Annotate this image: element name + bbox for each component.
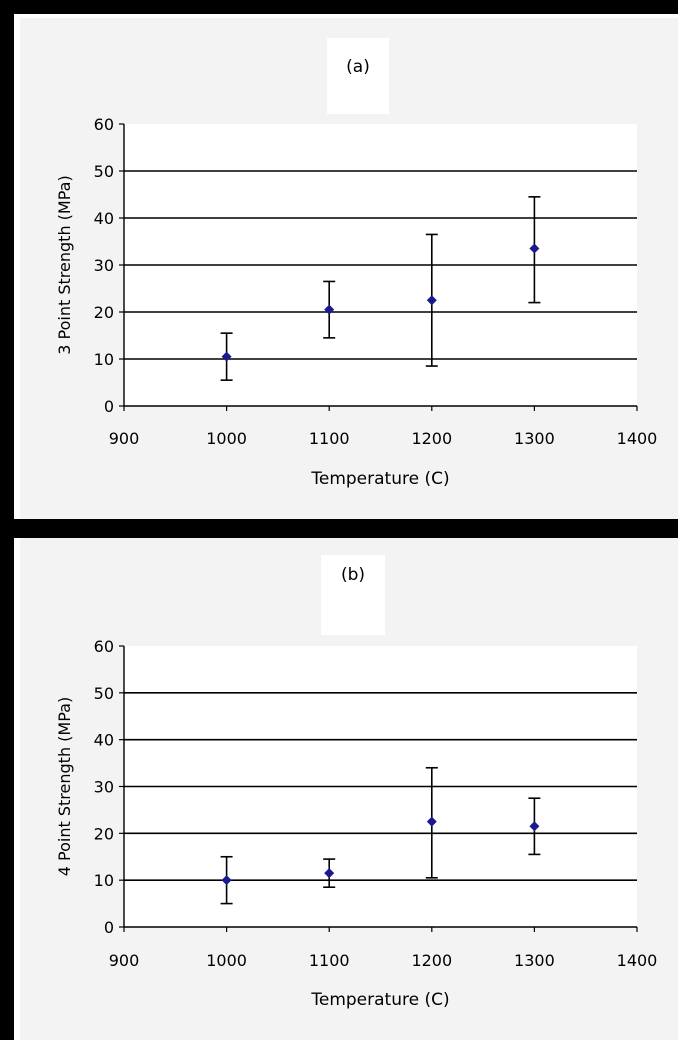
- frame-border-top: [0, 0, 678, 14]
- y-axis-label: 4 Point Strength (MPa): [55, 697, 74, 876]
- data-point: [221, 875, 232, 886]
- x-tick-label: 900: [109, 429, 140, 448]
- x-tick-label: 1400: [617, 429, 658, 448]
- y-tick-label: 30: [94, 256, 114, 275]
- x-tick-label: 900: [109, 951, 140, 970]
- data-point: [529, 821, 540, 832]
- data-point: [324, 868, 335, 879]
- frame-divider: [0, 519, 678, 538]
- x-tick-label: 1000: [206, 429, 247, 448]
- data-point: [426, 816, 437, 827]
- y-tick-label: 40: [94, 731, 114, 750]
- y-tick-label: 20: [94, 824, 114, 843]
- x-tick-label: 1300: [514, 951, 555, 970]
- data-point: [529, 243, 540, 254]
- y-tick-label: 50: [94, 684, 114, 703]
- y-tick-label: 10: [94, 350, 114, 369]
- chart-title-box: [327, 38, 389, 114]
- y-tick-label: 10: [94, 871, 114, 890]
- x-tick-label: 1200: [411, 429, 452, 448]
- y-tick-label: 60: [94, 637, 114, 656]
- x-tick-label: 1100: [309, 429, 350, 448]
- x-tick-label: 1100: [309, 951, 350, 970]
- y-tick-label: 30: [94, 778, 114, 797]
- chart-title: (a): [346, 57, 370, 77]
- data-point: [221, 351, 232, 362]
- x-axis-label: Temperature (C): [310, 469, 449, 489]
- data-point: [324, 304, 335, 315]
- y-tick-label: 0: [104, 397, 114, 416]
- chart-title-box: [321, 555, 385, 635]
- y-tick-label: 60: [94, 115, 114, 134]
- y-tick-label: 40: [94, 209, 114, 228]
- x-tick-label: 1400: [617, 951, 658, 970]
- data-point: [426, 295, 437, 306]
- x-tick-label: 1200: [411, 951, 452, 970]
- y-tick-label: 20: [94, 303, 114, 322]
- chart-title: (b): [341, 565, 365, 585]
- y-axis-label: 3 Point Strength (MPa): [55, 175, 74, 354]
- y-tick-label: 0: [104, 918, 114, 937]
- y-tick-label: 50: [94, 162, 114, 181]
- chart-b: (b) 0 10 20 30 40 50 60 900 1000 1100 1200 1300 1400 T…: [55, 555, 657, 1010]
- chart-a: (a) 0 10 20 30 40 50 60 900 1000 1100 1200 1300 1400 T…: [55, 38, 657, 489]
- x-tick-label: 1300: [514, 429, 555, 448]
- x-tick-label: 1000: [206, 951, 247, 970]
- x-axis-label: Temperature (C): [310, 990, 449, 1010]
